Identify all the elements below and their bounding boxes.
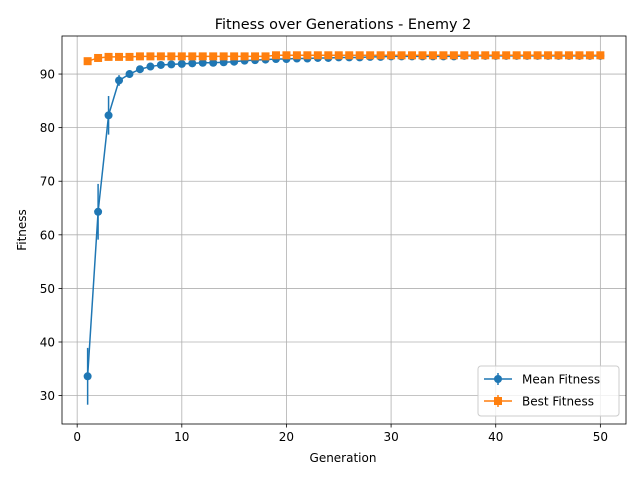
- legend-box: [477, 365, 620, 417]
- best-fitness-point: [313, 51, 322, 60]
- best-fitness-point: [449, 51, 458, 60]
- best-fitness-point: [439, 51, 448, 60]
- best-fitness-point: [261, 52, 270, 61]
- best-fitness-point: [230, 52, 239, 61]
- mean-fitness-point: [135, 65, 144, 74]
- series-layer: [83, 51, 605, 405]
- best-fitness-point: [188, 52, 197, 61]
- best-fitness-point: [596, 51, 605, 60]
- legend-mean-label: Mean Fitness: [522, 373, 600, 387]
- best-fitness-point: [135, 52, 144, 61]
- mean-fitness-point: [104, 111, 113, 120]
- y-tick-label: 90: [40, 68, 55, 82]
- best-fitness-point: [355, 51, 364, 60]
- mean-fitness-point: [146, 62, 155, 71]
- best-fitness-point: [512, 51, 521, 60]
- best-fitness-point: [282, 51, 291, 60]
- mean-fitness-point: [125, 70, 134, 79]
- best-fitness-point: [585, 51, 594, 60]
- best-fitness-point: [345, 51, 354, 60]
- best-fitness-point: [418, 51, 427, 60]
- y-tick-label: 80: [40, 121, 55, 135]
- chart-title: Fitness over Generations - Enemy 2: [215, 17, 472, 33]
- mean-fitness-point: [198, 58, 207, 67]
- best-fitness-point: [376, 51, 385, 60]
- legend-mean-marker: [494, 375, 502, 383]
- mean-fitness-point: [177, 59, 186, 68]
- best-fitness-point: [544, 51, 553, 60]
- best-fitness-point: [251, 52, 260, 61]
- y-tick-label: 50: [40, 282, 55, 296]
- y-tick-label: 70: [40, 175, 55, 189]
- best-fitness-point: [146, 52, 155, 61]
- x-tick-label: 50: [593, 430, 608, 444]
- best-fitness-point: [366, 51, 375, 60]
- best-fitness-point: [523, 51, 532, 60]
- x-tick-label: 10: [174, 430, 189, 444]
- mean-fitness-point: [209, 58, 218, 67]
- y-axis-label: Fitness: [15, 209, 29, 251]
- mean-fitness-point: [167, 60, 176, 69]
- best-fitness-point: [271, 51, 280, 60]
- best-fitness-point: [408, 51, 417, 60]
- best-fitness-point: [209, 52, 218, 61]
- best-fitness-point: [167, 52, 176, 61]
- x-axis-label: Generation: [310, 451, 377, 465]
- best-fitness-point: [334, 51, 343, 60]
- mean-fitness-point: [156, 60, 165, 69]
- best-fitness-point: [554, 51, 563, 60]
- best-fitness-point: [104, 52, 113, 61]
- best-fitness-point: [533, 51, 542, 60]
- best-fitness-point: [219, 52, 228, 61]
- best-fitness-point: [94, 53, 103, 62]
- best-fitness-point: [575, 51, 584, 60]
- best-fitness-point: [387, 51, 396, 60]
- best-fitness-point: [125, 52, 134, 61]
- best-fitness-point: [177, 52, 186, 61]
- mean-fitness-point: [83, 372, 92, 381]
- mean-fitness-point: [94, 207, 103, 216]
- y-tick-label: 60: [40, 228, 55, 242]
- best-fitness-point: [491, 51, 500, 60]
- y-axis: 30 40 50 60 70 80 90: [40, 68, 62, 403]
- grid-lines: [62, 36, 626, 424]
- legend-best-label: Best Fitness: [522, 395, 594, 409]
- best-fitness-point: [156, 52, 165, 61]
- best-fitness-point: [460, 51, 469, 60]
- x-tick-label: 20: [279, 430, 294, 444]
- plot-frame: [61, 35, 627, 425]
- best-fitness-point: [292, 51, 301, 60]
- best-fitness-point: [502, 51, 511, 60]
- best-fitness-point: [303, 51, 312, 60]
- legend-best-marker: [494, 397, 502, 405]
- best-fitness-point: [324, 51, 333, 60]
- x-tick-label: 30: [383, 430, 398, 444]
- best-fitness-point: [115, 52, 124, 61]
- y-tick-label: 30: [40, 389, 55, 403]
- best-fitness-point: [198, 52, 207, 61]
- best-fitness-point: [83, 57, 92, 66]
- best-fitness-point: [564, 51, 573, 60]
- y-tick-label: 40: [40, 336, 55, 350]
- mean-fitness-point: [188, 59, 197, 68]
- x-tick-label: 0: [73, 430, 81, 444]
- x-axis: 0 10 20 30 40 50: [73, 424, 608, 444]
- mean-fitness-point: [115, 76, 124, 85]
- best-fitness-point: [428, 51, 437, 60]
- best-fitness-point: [397, 51, 406, 60]
- series-best-fitness: [83, 51, 605, 66]
- best-fitness-point: [481, 51, 490, 60]
- best-fitness-point: [470, 51, 479, 60]
- legend: Mean Fitness Best Fitness: [477, 365, 620, 417]
- x-tick-label: 40: [488, 430, 503, 444]
- best-fitness-point: [240, 52, 249, 61]
